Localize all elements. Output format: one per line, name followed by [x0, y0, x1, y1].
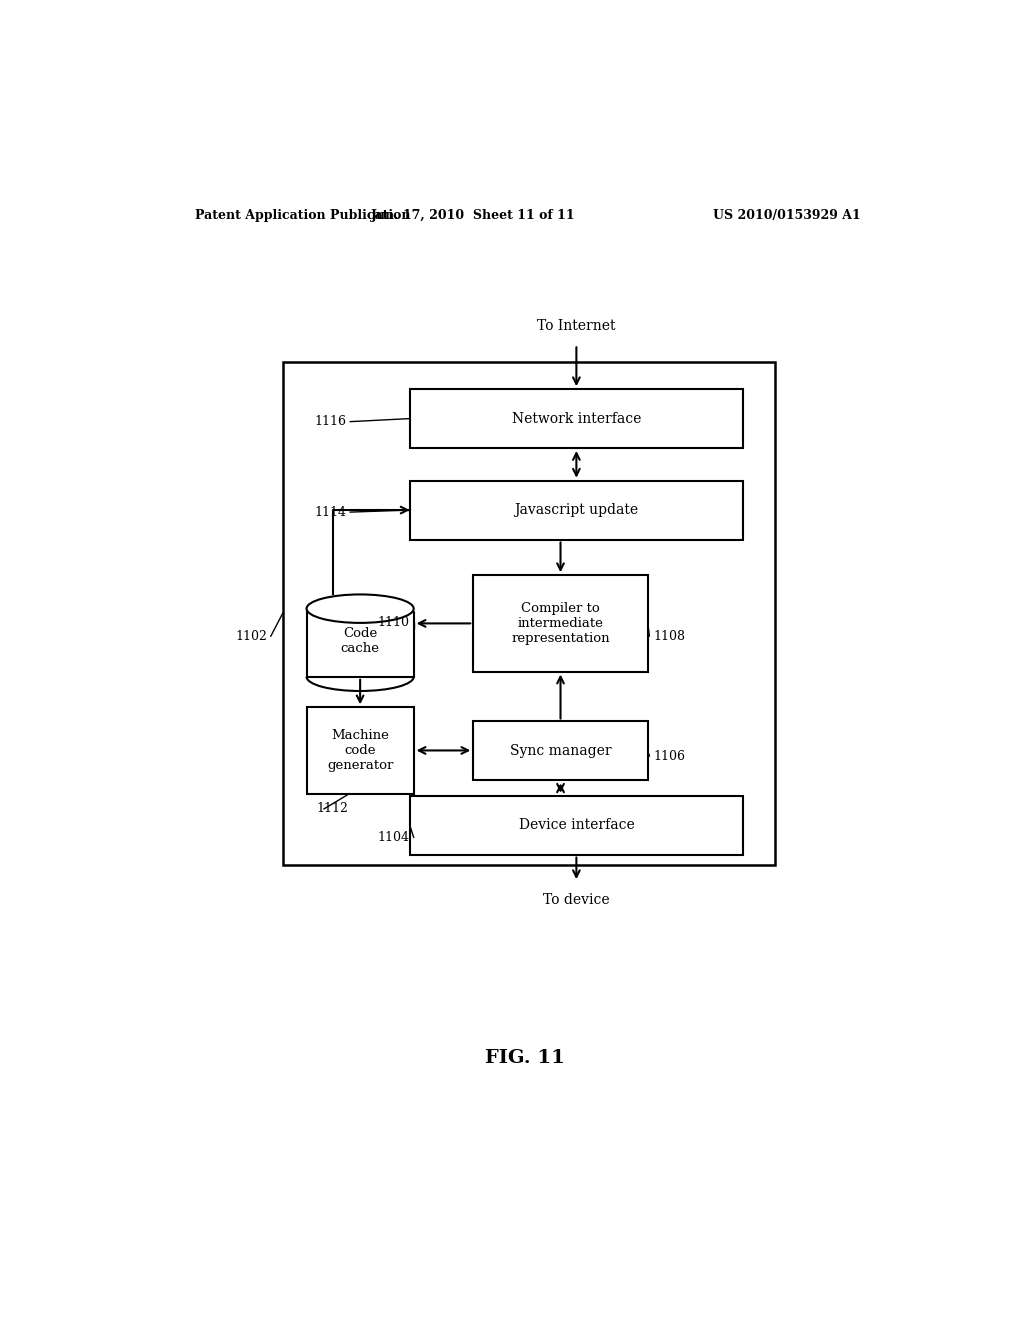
Text: Jun. 17, 2010  Sheet 11 of 11: Jun. 17, 2010 Sheet 11 of 11	[371, 209, 575, 222]
Text: To Internet: To Internet	[538, 319, 615, 333]
Text: 1116: 1116	[314, 416, 346, 428]
Text: Javascript update: Javascript update	[514, 503, 638, 517]
Text: To device: To device	[543, 894, 609, 907]
Bar	[473, 576, 648, 672]
Text: FIG. 11: FIG. 11	[484, 1049, 565, 1067]
Text: US 2010/0153929 A1: US 2010/0153929 A1	[713, 209, 860, 222]
Text: 1104: 1104	[378, 830, 410, 843]
Text: 1102: 1102	[234, 630, 267, 643]
Ellipse shape	[306, 594, 414, 623]
Bar	[306, 708, 414, 793]
Bar	[410, 389, 743, 447]
Text: Compiler to
intermediate
representation: Compiler to intermediate representation	[511, 602, 610, 645]
Bar	[410, 796, 743, 854]
Text: 1110: 1110	[378, 616, 410, 630]
Text: Patent Application Publication: Patent Application Publication	[196, 209, 411, 222]
Text: 1112: 1112	[316, 803, 348, 816]
Text: Machine
code
generator: Machine code generator	[327, 729, 393, 772]
Bar	[473, 722, 648, 780]
Text: Code
cache: Code cache	[341, 627, 380, 655]
Text: Device interface: Device interface	[518, 818, 634, 832]
Bar	[410, 480, 743, 540]
Text: 1114: 1114	[314, 506, 346, 519]
Text: Network interface: Network interface	[512, 412, 641, 425]
Text: 1108: 1108	[653, 630, 685, 643]
Bar	[283, 362, 775, 865]
Text: Sync manager: Sync manager	[510, 744, 611, 758]
Text: 1106: 1106	[653, 750, 685, 763]
Bar	[306, 609, 414, 677]
